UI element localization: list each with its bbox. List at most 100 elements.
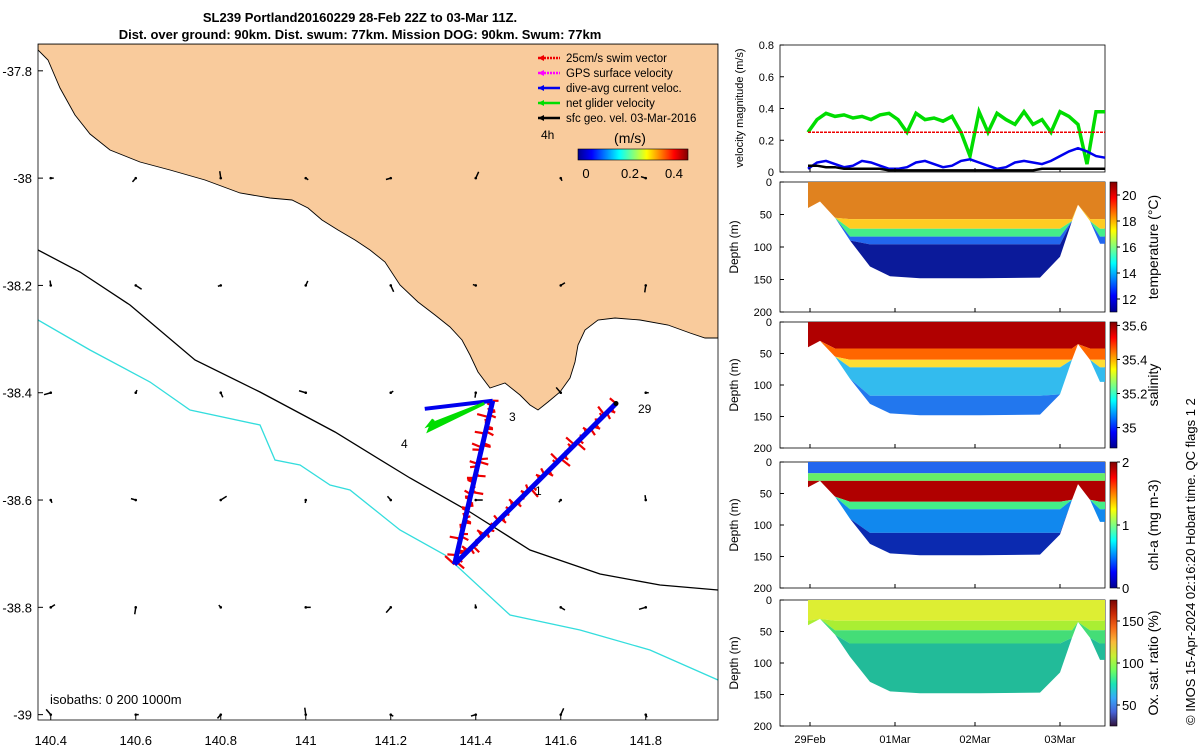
dive-avg-track-2: [452, 401, 618, 567]
sfc-velocity-dot: [304, 284, 308, 287]
colorbar: [577, 148, 689, 161]
section-y-tick-label: 0: [766, 457, 772, 469]
map-x-tick-label: 141.8: [629, 733, 662, 748]
colorbar-tick-label: 35.6: [1122, 318, 1147, 333]
sfc-velocity-dot: [389, 284, 393, 287]
chart-title-line2: Dist. over ground: 90km. Dist. swum: 77k…: [118, 27, 602, 42]
net-velocity-arrow: [424, 402, 485, 434]
section-color-band: [808, 340, 1105, 416]
section-colorbar: [1109, 461, 1118, 589]
section-axis-title: Depth (m): [727, 220, 741, 273]
sfc-velocity-dot: [389, 713, 393, 716]
colorbar-tick-label: 1: [1122, 518, 1129, 533]
colorbar-tick-label: 0: [1122, 581, 1129, 596]
sfc-velocity-dot: [134, 713, 138, 716]
sfc-velocity-dot: [49, 176, 53, 180]
sfc-velocity-dot: [49, 498, 53, 502]
map-y-tick-label: -38.4: [2, 386, 32, 401]
colorbar-tick-label: 150: [1122, 614, 1144, 629]
sfc-velocity-dot: [219, 606, 223, 609]
velocity-axis-title: velocity magnitude (m/s): [734, 48, 746, 167]
legend-label: GPS surface velocity: [566, 68, 673, 80]
velocity-panel-frame: [779, 44, 1106, 173]
colorbar-tick-label: 14: [1122, 266, 1136, 281]
map-y-tick-label: -38.8: [2, 600, 32, 615]
section-colorbar: [1109, 181, 1118, 313]
track-label: 3: [509, 410, 516, 424]
colorbar-label: (m/s): [614, 130, 646, 146]
section-color-band: [808, 201, 1105, 229]
sfc-velocity-dot: [559, 391, 563, 395]
section-color-band: [808, 618, 1105, 644]
map-x-tick-label: 141.2: [374, 733, 407, 748]
section-plot-area: [808, 182, 1105, 279]
velocity-y-tick-label: 0.6: [759, 72, 774, 84]
section-y-tick-label: 150: [754, 275, 772, 287]
sfc-velocity-dot: [134, 176, 138, 180]
section-color-band: [808, 480, 1105, 556]
track-label: 4: [401, 437, 408, 451]
sfc-velocity-dot: [49, 606, 53, 609]
velocity-y-tick-label: 0.2: [759, 135, 774, 147]
sfc-velocity-dot: [644, 713, 648, 716]
colorbar-tick-label: 0: [582, 166, 589, 181]
sfc-velocity-dot: [389, 176, 393, 180]
colorbar-tick-label: 16: [1122, 240, 1136, 255]
time-x-tick-label: 03Mar: [1044, 734, 1076, 746]
section-y-tick-label: 50: [760, 349, 772, 361]
sfc-velocity-dot: [134, 498, 138, 502]
sfc-velocity-dot: [219, 713, 223, 716]
track-label: 1: [535, 484, 542, 498]
section-y-tick-label: 0: [766, 177, 772, 189]
legend-label: net glider velocity: [566, 98, 655, 110]
colorbar-tick-label: 35.2: [1122, 387, 1147, 402]
section-color-band: [808, 480, 1105, 533]
section-y-tick-label: 100: [754, 242, 772, 254]
sfc-velocity-dot: [474, 284, 478, 287]
isobaths-label: isobaths: 0 200 1000m: [50, 692, 182, 707]
dive-avg-track-3: [424, 398, 493, 411]
colorbar-tick-label: 50: [1122, 698, 1136, 713]
sfc-velocity-dot: [644, 606, 648, 609]
colorbar-tick-label: 18: [1122, 214, 1136, 229]
sfc-velocity-dot: [219, 284, 223, 287]
section-y-tick-label: 200: [754, 307, 772, 319]
velocity-y-tick-label: 0.4: [759, 104, 774, 116]
sfc-velocity-dot: [389, 606, 393, 609]
section-color-band: [808, 340, 1105, 360]
track-label: 29: [638, 402, 652, 416]
section-y-tick-label: 0: [766, 317, 772, 329]
colorbar-title: temperature (°C): [1145, 195, 1161, 299]
sfc-velocity-dot: [559, 713, 563, 716]
section-y-tick-label: 150: [754, 690, 772, 702]
colorbar-tick-label: 100: [1122, 656, 1144, 671]
chart-title-line1: SL239 Portland20160229 28-Feb 22Z to 03-…: [202, 10, 518, 25]
legend-arrowhead: [538, 100, 544, 106]
sfc-velocity-dot: [219, 176, 223, 180]
map-frame: [37, 43, 719, 721]
sfc-velocity-dot: [304, 713, 308, 716]
colorbar-title: chl-a (mg m-3): [1145, 479, 1161, 570]
velocity-series-line: [806, 105, 1105, 165]
section-y-tick-label: 0: [766, 595, 772, 607]
section-color-band: [808, 201, 1105, 237]
section-color-band: [808, 480, 1105, 502]
section-colorbar: [1109, 599, 1118, 727]
sfc-velocity-dot: [644, 391, 648, 395]
credit-text: © IMOS 15-Apr-2024 02:16:20 Hobart time.…: [1183, 398, 1198, 725]
section-color-band: [808, 462, 1105, 474]
section-y-tick-label: 100: [754, 658, 772, 670]
section-color-band: [808, 182, 1105, 220]
legend-arrowhead: [538, 70, 544, 76]
section-y-tick-label: 50: [760, 627, 772, 639]
section-color-band: [808, 340, 1105, 396]
section-color-band: [808, 480, 1105, 510]
map-x-tick-label: 141.4: [459, 733, 492, 748]
section-y-tick-label: 150: [754, 552, 772, 564]
section-y-tick-label: 100: [754, 380, 772, 392]
section-color-band: [808, 322, 1105, 349]
legend-interval-label: 4h: [541, 128, 554, 142]
isobath-200m: [38, 249, 718, 591]
sfc-velocity-dot: [559, 498, 563, 502]
